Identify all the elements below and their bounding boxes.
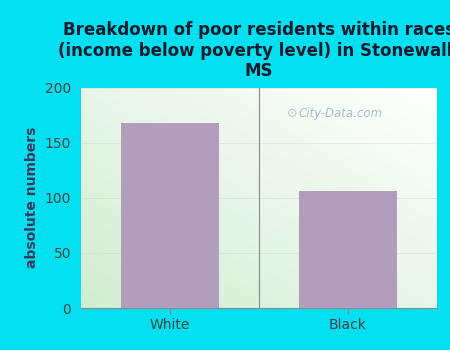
Text: City-Data.com: City-Data.com	[298, 107, 382, 120]
Title: Breakdown of poor residents within races
(income below poverty level) in Stonewa: Breakdown of poor residents within races…	[58, 21, 450, 80]
Text: ⊙: ⊙	[287, 107, 298, 120]
Y-axis label: absolute numbers: absolute numbers	[25, 127, 39, 268]
Bar	[299, 191, 396, 308]
Bar	[121, 123, 219, 308]
